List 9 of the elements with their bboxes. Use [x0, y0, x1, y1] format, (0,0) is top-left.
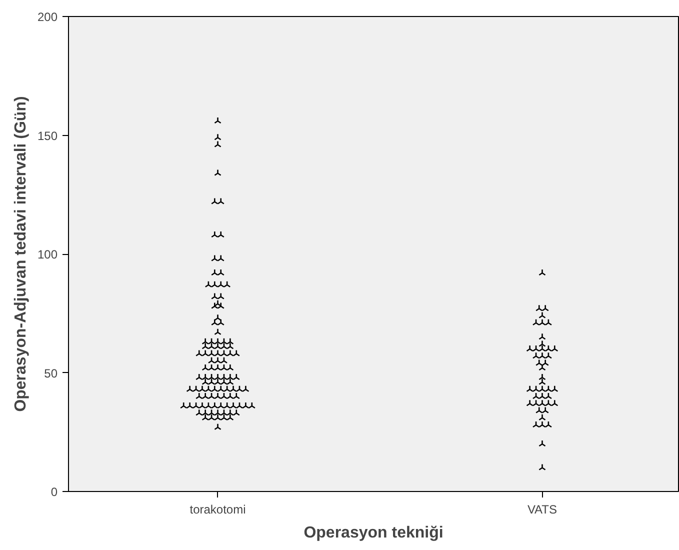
y-tick-label: 50: [44, 366, 58, 380]
y-tick-label: 0: [50, 485, 58, 499]
x-tick-label: torakotomi: [190, 502, 246, 516]
y-tick-label: 150: [37, 128, 58, 143]
y-axis-title: Operasyon-Adjuvan tedavi intervali (Gün): [12, 96, 30, 412]
y-tick-label: 100: [37, 248, 58, 262]
x-tick-label: VATS: [527, 502, 558, 516]
x-axis-title: Operasyon tekniği: [304, 524, 444, 542]
y-tick-label: 200: [37, 10, 58, 24]
